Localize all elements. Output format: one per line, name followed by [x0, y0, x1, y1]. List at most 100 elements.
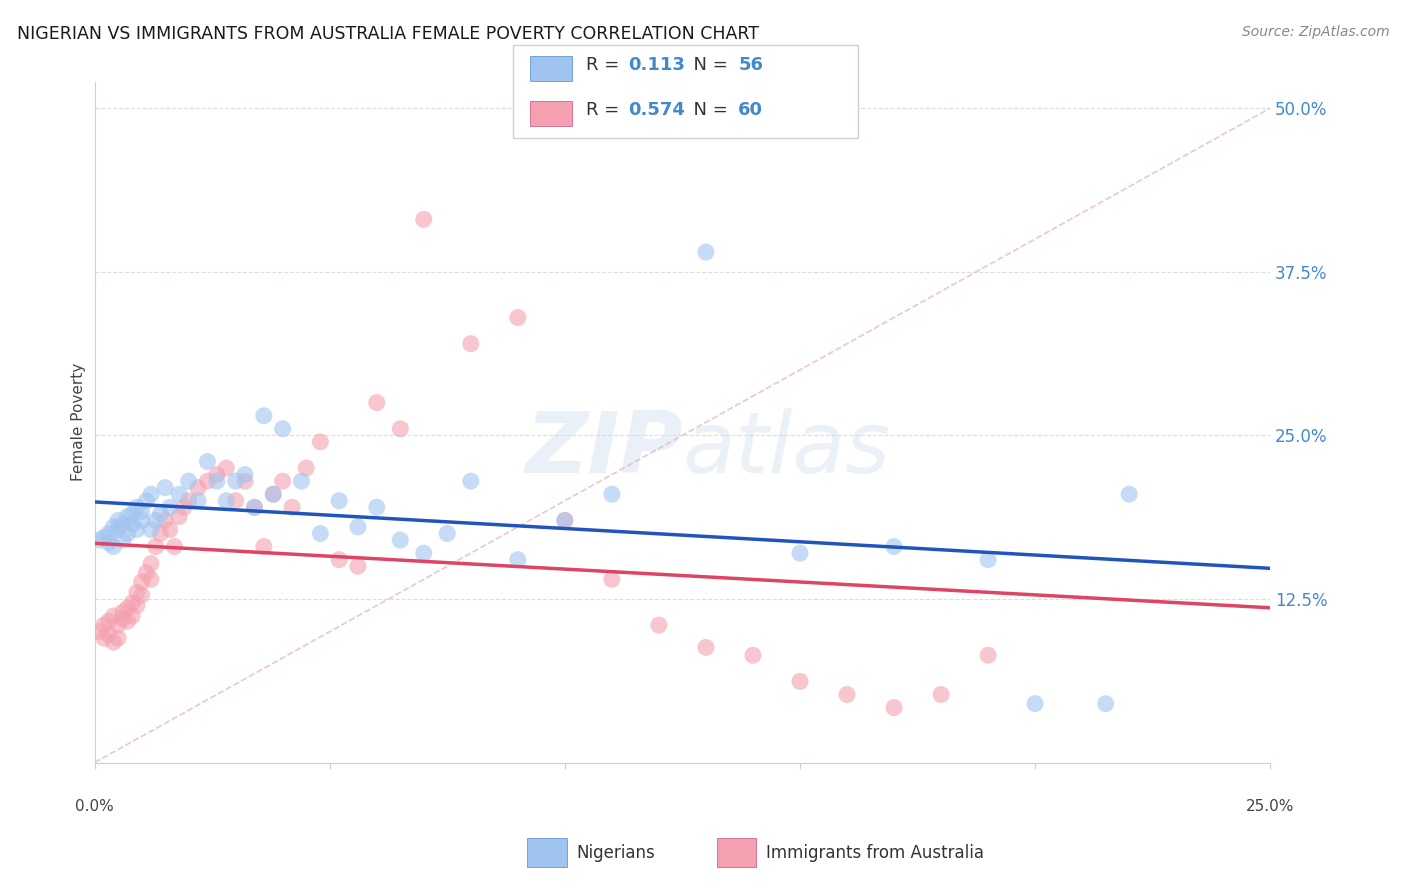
Point [366, 395, 388, 409]
Point [117, 614, 139, 628]
Point [135, 493, 157, 508]
Text: atlas: atlas [682, 408, 890, 491]
Point [89, 624, 111, 639]
Point [1024, 697, 1046, 711]
Point [460, 336, 482, 351]
Point [149, 526, 172, 541]
Point [1094, 697, 1116, 711]
Point [290, 474, 312, 488]
Point [233, 467, 256, 482]
Text: R =: R = [586, 101, 626, 119]
Text: Nigerians: Nigerians [576, 844, 655, 862]
Point [97, 526, 120, 541]
Point [97, 627, 120, 641]
Point [205, 474, 228, 488]
Point [262, 487, 284, 501]
Point [187, 493, 209, 508]
Point [243, 500, 266, 515]
Point [177, 493, 200, 508]
Point [262, 487, 284, 501]
Point [271, 474, 294, 488]
Point [173, 500, 195, 515]
Point [389, 422, 412, 436]
Point [460, 474, 482, 488]
Point [125, 523, 148, 537]
Text: N =: N = [682, 101, 734, 119]
Point [117, 526, 139, 541]
Point [121, 507, 143, 521]
Point [366, 500, 388, 515]
Point [253, 540, 276, 554]
Point [328, 493, 350, 508]
Text: Immigrants from Australia: Immigrants from Australia [766, 844, 984, 862]
Point [167, 509, 190, 524]
Point [153, 513, 176, 527]
Point [436, 526, 458, 541]
Point [111, 517, 134, 532]
Point [742, 648, 765, 663]
Point [89, 533, 111, 547]
Point [205, 467, 228, 482]
Point [103, 520, 125, 534]
Text: 0.113: 0.113 [628, 56, 685, 74]
Point [97, 614, 120, 628]
Point [215, 461, 238, 475]
Point [135, 566, 157, 580]
Point [167, 487, 190, 501]
Point [554, 513, 576, 527]
Point [125, 500, 148, 515]
Point [789, 674, 811, 689]
Text: N =: N = [682, 56, 734, 74]
Point [117, 601, 139, 615]
Point [243, 500, 266, 515]
Point [197, 474, 219, 488]
Text: 56: 56 [738, 56, 763, 74]
Point [789, 546, 811, 560]
Point [163, 540, 186, 554]
Point [93, 618, 115, 632]
Point [309, 434, 332, 449]
Point [225, 474, 247, 488]
Point [107, 631, 129, 645]
Point [271, 422, 294, 436]
Point [328, 552, 350, 566]
Point [131, 504, 153, 518]
Point [103, 609, 125, 624]
Point [977, 552, 1000, 566]
Point [554, 513, 576, 527]
Point [1118, 487, 1140, 501]
Point [139, 572, 162, 586]
Point [929, 688, 952, 702]
Point [149, 507, 172, 521]
Text: 60: 60 [738, 101, 763, 119]
Point [153, 481, 176, 495]
Point [695, 640, 717, 655]
Point [111, 533, 134, 547]
Point [107, 513, 129, 527]
Point [389, 533, 412, 547]
Point [111, 605, 134, 619]
Point [121, 517, 143, 532]
Point [93, 631, 115, 645]
Point [600, 572, 623, 586]
Point [145, 540, 167, 554]
Text: ZIP: ZIP [524, 408, 682, 491]
Point [977, 648, 1000, 663]
Point [125, 599, 148, 613]
Point [131, 574, 153, 589]
Point [139, 487, 162, 501]
Point [103, 635, 125, 649]
Point [103, 540, 125, 554]
Point [506, 552, 529, 566]
Point [648, 618, 671, 632]
Point [125, 585, 148, 599]
Text: Source: ZipAtlas.com: Source: ZipAtlas.com [1241, 25, 1389, 39]
Point [253, 409, 276, 423]
Point [281, 500, 304, 515]
Text: 0.0%: 0.0% [75, 799, 114, 814]
Point [121, 609, 143, 624]
Point [347, 520, 370, 534]
Point [117, 509, 139, 524]
Point [159, 523, 181, 537]
Point [139, 523, 162, 537]
